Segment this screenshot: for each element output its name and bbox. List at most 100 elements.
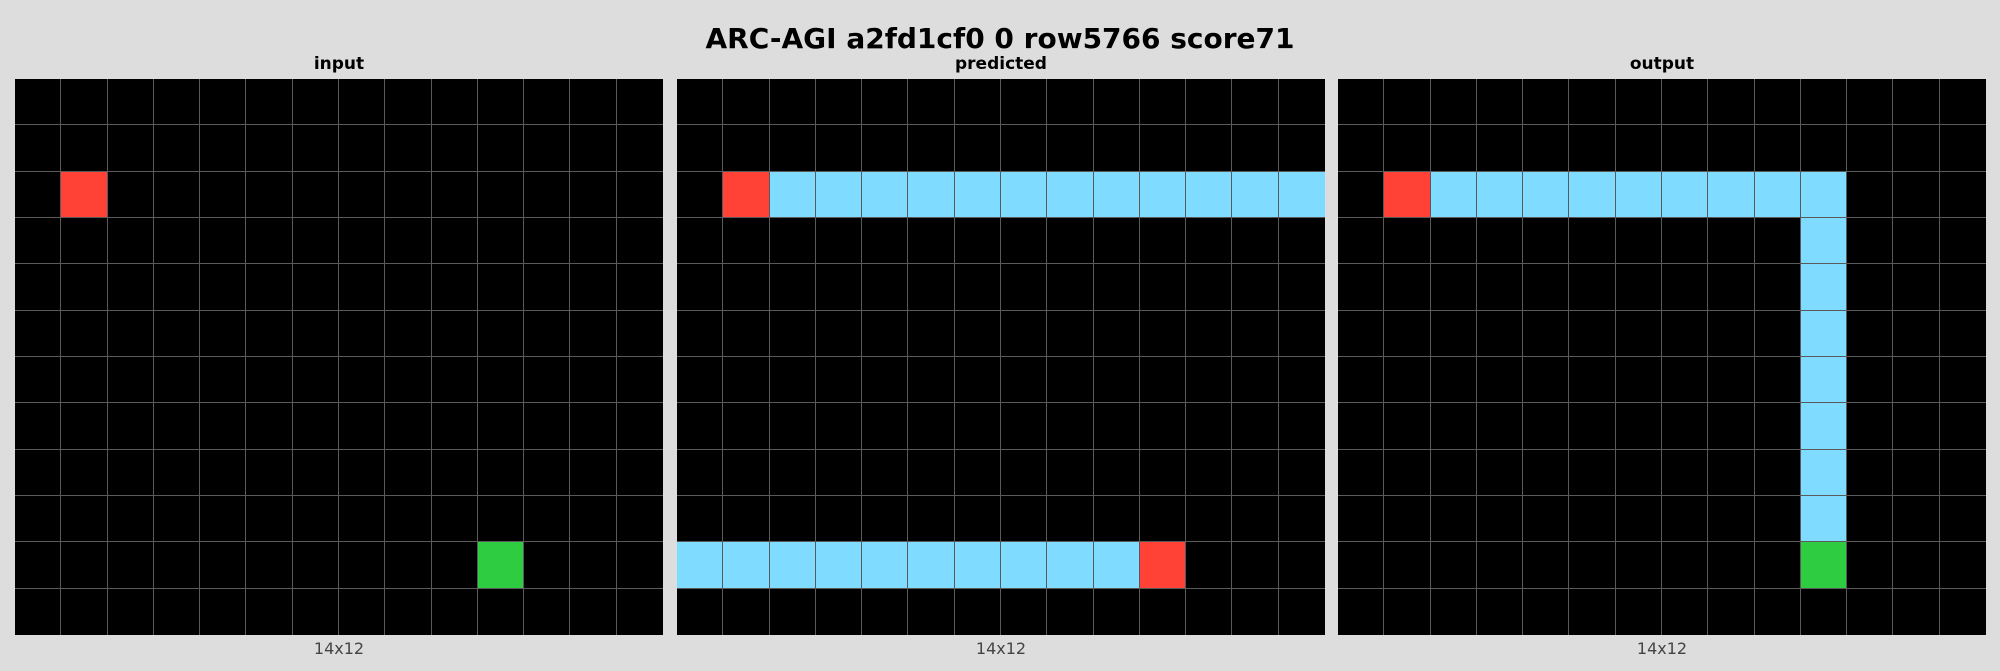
grid-cell <box>1569 589 1615 635</box>
grid-cell <box>432 589 478 635</box>
grid-cell <box>570 496 616 542</box>
grid-cell <box>1094 79 1140 125</box>
grid-cell <box>1755 264 1801 310</box>
grid-cell <box>154 125 200 171</box>
grid-cell <box>955 357 1001 403</box>
grid-cell <box>339 357 385 403</box>
grid-cell <box>1847 218 1893 264</box>
grid-cell <box>770 79 816 125</box>
grid-cell <box>432 357 478 403</box>
grid-cell <box>15 79 61 125</box>
grid-cell <box>1940 311 1986 357</box>
grid-cell <box>723 172 769 218</box>
grid-cell <box>1893 357 1939 403</box>
grid-cell <box>1186 125 1232 171</box>
grid-cell <box>677 450 723 496</box>
grid-cell <box>1755 311 1801 357</box>
grid-cell <box>1279 496 1325 542</box>
grid-cell <box>1338 79 1384 125</box>
grid-cell <box>1232 496 1278 542</box>
grid-cell <box>1001 403 1047 449</box>
grid-cell <box>478 403 524 449</box>
grid-cell <box>1662 125 1708 171</box>
grid-cell <box>723 79 769 125</box>
grid-cell <box>1801 311 1847 357</box>
grid-cell <box>816 79 862 125</box>
grid-cell <box>1662 172 1708 218</box>
grid-cell <box>154 264 200 310</box>
grid-cell <box>432 450 478 496</box>
grid-cell <box>1140 79 1186 125</box>
grid-cell <box>478 125 524 171</box>
grid-cell <box>1569 357 1615 403</box>
grid-cell <box>1662 357 1708 403</box>
grid-cell <box>1279 79 1325 125</box>
grid-cell <box>1094 172 1140 218</box>
grid-cell <box>862 403 908 449</box>
grid-cell <box>385 403 431 449</box>
grid-cell <box>1140 311 1186 357</box>
grid-cell <box>339 125 385 171</box>
grid-cell <box>770 450 816 496</box>
grid-cell <box>1384 172 1430 218</box>
grid-cell <box>1755 357 1801 403</box>
grid-cell <box>154 496 200 542</box>
grid-cell <box>432 264 478 310</box>
grid-cell <box>1616 450 1662 496</box>
grid-cell <box>1662 589 1708 635</box>
grid-cell <box>1477 125 1523 171</box>
grid-cell <box>1279 403 1325 449</box>
grid-cell <box>1940 403 1986 449</box>
grid-cell <box>617 542 663 588</box>
grid-cell <box>432 496 478 542</box>
grid-cell <box>816 172 862 218</box>
grid-cell <box>1893 264 1939 310</box>
grid-cell <box>385 357 431 403</box>
grid-cell <box>1616 589 1662 635</box>
grid-cell <box>478 218 524 264</box>
grid-cell <box>200 264 246 310</box>
grid-cell <box>1477 496 1523 542</box>
grid-cell <box>1523 264 1569 310</box>
grid-dimensions-input: 14x12 <box>15 637 663 661</box>
grid-cell <box>1001 357 1047 403</box>
grid-cell <box>862 357 908 403</box>
grid-cell <box>246 264 292 310</box>
grid-cell <box>723 496 769 542</box>
grid-cell <box>1940 542 1986 588</box>
grid-cell <box>816 311 862 357</box>
grid-cell <box>108 311 154 357</box>
grid-cell <box>293 79 339 125</box>
grid-cell <box>1569 125 1615 171</box>
grid-cell <box>61 218 107 264</box>
grid-cell <box>154 589 200 635</box>
grid-cell <box>1708 496 1754 542</box>
grid-cell <box>908 496 954 542</box>
grid-cell <box>723 264 769 310</box>
grid-cell <box>1616 125 1662 171</box>
grid-cell <box>339 311 385 357</box>
grid-cell <box>1523 79 1569 125</box>
grid-cell <box>1232 542 1278 588</box>
grid-cell <box>1801 172 1847 218</box>
grid-cell <box>1893 125 1939 171</box>
grid-cell <box>1847 311 1893 357</box>
grid-input <box>15 79 663 635</box>
grid-cell <box>246 403 292 449</box>
grid-cell <box>570 125 616 171</box>
grid-cell <box>908 403 954 449</box>
grid-cell <box>1140 589 1186 635</box>
grid-cell <box>1569 496 1615 542</box>
grid-cell <box>723 125 769 171</box>
grid-cell <box>1232 311 1278 357</box>
grid-cell <box>200 125 246 171</box>
grid-cell <box>1708 542 1754 588</box>
grid-cell <box>816 542 862 588</box>
grid-cell <box>246 125 292 171</box>
grid-cell <box>1094 589 1140 635</box>
grid-cell <box>293 311 339 357</box>
grid-cell <box>246 311 292 357</box>
grid-cell <box>677 264 723 310</box>
grid-cell <box>1384 79 1430 125</box>
grid-cell <box>955 79 1001 125</box>
